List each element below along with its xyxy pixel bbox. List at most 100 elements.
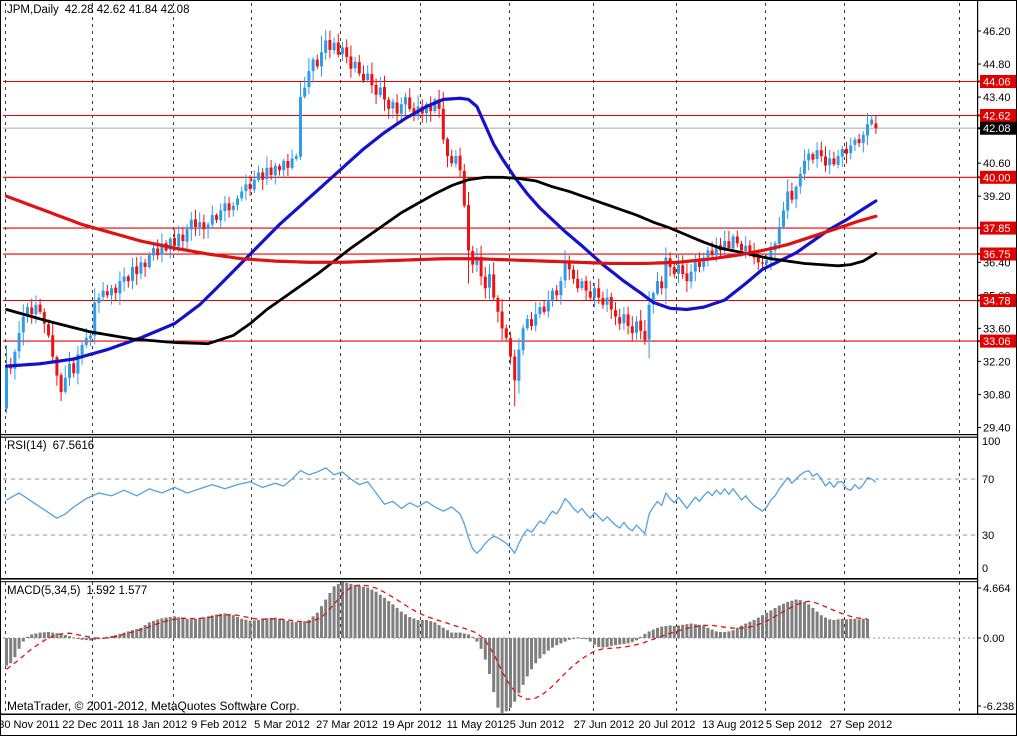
macd-bar bbox=[425, 619, 428, 638]
candle-bear bbox=[567, 262, 571, 270]
date-tick-label: 27 Jun 2012 bbox=[574, 719, 635, 731]
rsi-tick-label: 100 bbox=[982, 436, 1000, 448]
candle-bear bbox=[496, 297, 500, 312]
candle-bull bbox=[324, 40, 328, 53]
candle-bear bbox=[811, 154, 815, 160]
macd-bar bbox=[110, 635, 113, 638]
macd-bar bbox=[59, 634, 63, 638]
macd-bar bbox=[72, 637, 76, 639]
macd-bar bbox=[702, 625, 706, 638]
fast-ma-blue-line bbox=[4, 96, 878, 368]
macd-bar bbox=[299, 622, 302, 638]
candle-bear bbox=[681, 265, 685, 275]
macd-axis-labels: 4.664 0.00 -6.238 bbox=[977, 583, 1014, 713]
candle-bear bbox=[630, 326, 634, 334]
macd-bar bbox=[404, 614, 407, 638]
macd-bar bbox=[97, 638, 101, 640]
macd-bar bbox=[273, 617, 277, 638]
macd-bar bbox=[769, 610, 773, 638]
macd-values: 1.592 1.577 bbox=[86, 585, 148, 597]
candle-bear bbox=[408, 97, 412, 109]
macd-bar bbox=[677, 625, 680, 638]
macd-bar bbox=[236, 616, 239, 638]
macd-bar bbox=[17, 638, 21, 649]
macd-bar bbox=[500, 638, 504, 713]
badge-label: 42.08 bbox=[983, 123, 1011, 135]
candle-bull bbox=[488, 274, 491, 288]
candle-bull bbox=[475, 257, 479, 265]
macd-bar bbox=[819, 615, 823, 638]
price-tick-label: 43.40 bbox=[983, 92, 1011, 104]
macd-bar bbox=[551, 638, 554, 648]
date-tick-label: 27 Mar 2012 bbox=[316, 719, 378, 731]
candle-bear bbox=[639, 320, 643, 331]
candle-bull bbox=[723, 241, 727, 251]
macd-bar bbox=[156, 619, 160, 638]
candle-bear bbox=[761, 262, 764, 264]
candle-bull bbox=[80, 344, 84, 355]
rsi-plot-area[interactable] bbox=[3, 438, 977, 577]
candle-bear bbox=[857, 139, 861, 144]
candle-bear bbox=[740, 243, 743, 251]
macd-bar bbox=[206, 616, 210, 638]
candle-bull bbox=[5, 366, 8, 409]
macd-bar bbox=[504, 638, 508, 712]
candle-bull bbox=[21, 316, 25, 333]
macd-bar bbox=[261, 619, 265, 638]
candle-bear bbox=[248, 183, 252, 190]
macd-bar bbox=[479, 638, 483, 649]
candle-bull bbox=[777, 226, 781, 244]
rsi-macd-splitter[interactable] bbox=[1, 578, 977, 580]
level-price-badge bbox=[980, 170, 1016, 184]
candle-bear bbox=[576, 278, 580, 289]
candle-bull bbox=[689, 271, 693, 282]
macd-bar bbox=[408, 616, 412, 638]
candle-bear bbox=[227, 203, 231, 211]
macd-bar bbox=[761, 615, 764, 638]
macd-indicator-label: MACD(5,34,5) 1.592 1.577 bbox=[7, 585, 147, 598]
candle-bear bbox=[429, 104, 433, 112]
macd-bar bbox=[866, 618, 869, 638]
candle-bull bbox=[13, 351, 17, 369]
candle-bull bbox=[131, 267, 134, 281]
main-rsi-splitter[interactable] bbox=[1, 434, 977, 436]
candle-bull bbox=[198, 222, 202, 228]
macd-bar bbox=[399, 611, 403, 638]
date-tick-label: 20 Jul 2012 bbox=[639, 719, 696, 731]
candle-bull bbox=[93, 302, 97, 336]
candle-bull bbox=[765, 259, 769, 264]
time-axis-line bbox=[1, 713, 1016, 715]
candle-bear bbox=[588, 291, 592, 298]
macd-bar bbox=[9, 638, 13, 664]
macd-bar bbox=[185, 618, 189, 638]
macd-bar bbox=[832, 619, 836, 638]
rsi-macd-splitter-line2[interactable] bbox=[1, 581, 977, 583]
macd-bar bbox=[803, 601, 806, 638]
macd-bar bbox=[349, 583, 353, 638]
price-plot-area[interactable] bbox=[3, 3, 977, 433]
candle-bear bbox=[572, 269, 575, 279]
macd-bar bbox=[488, 638, 491, 675]
macd-bar bbox=[454, 632, 458, 638]
candle-bear bbox=[584, 280, 588, 291]
candle-bull bbox=[551, 290, 554, 301]
main-rsi-splitter-line2[interactable] bbox=[1, 436, 977, 438]
candle-bear bbox=[55, 357, 59, 376]
macd-bar bbox=[748, 621, 752, 638]
macd-bar bbox=[63, 634, 67, 638]
macd-bar bbox=[467, 634, 470, 638]
date-tick-label: 5 Sep 2012 bbox=[766, 719, 822, 731]
macd-bar bbox=[614, 638, 617, 646]
candle-bull bbox=[244, 184, 248, 192]
macd-bar bbox=[357, 585, 361, 638]
macd-bar bbox=[324, 599, 328, 638]
macd-bar bbox=[55, 633, 59, 638]
candle-bull bbox=[693, 262, 697, 272]
price-tick-label: 33.60 bbox=[983, 323, 1011, 335]
candle-bull bbox=[546, 300, 550, 312]
macd-bar bbox=[458, 632, 462, 638]
candle-bull bbox=[84, 337, 88, 345]
macd-bar bbox=[471, 636, 475, 638]
macd-bar bbox=[672, 625, 676, 638]
